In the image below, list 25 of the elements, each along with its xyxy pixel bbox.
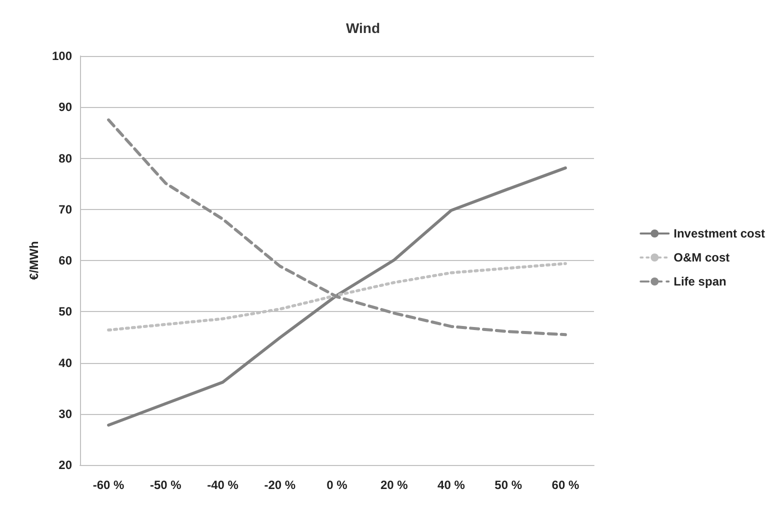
x-tick-label: 60 %: [552, 478, 580, 492]
chart-title: Wind: [346, 20, 380, 36]
legend-label: O&M cost: [674, 250, 730, 264]
y-tick-label: 90: [58, 100, 72, 114]
y-tick-label: 100: [52, 49, 72, 63]
x-tick-label: -60 %: [92, 478, 125, 492]
y-tick-label: 50: [58, 304, 72, 319]
y-axis-title: €/MWh: [27, 241, 41, 280]
y-tick-label: 80: [58, 151, 72, 166]
line-series: [107, 166, 567, 427]
x-tick-label: 20 %: [380, 478, 408, 492]
legend-label: Investment cost: [674, 226, 766, 240]
y-tick-label: 30: [58, 406, 72, 421]
y-tick-label: 40: [58, 356, 72, 370]
line-series: [107, 118, 567, 336]
x-tick-label: 0 %: [326, 478, 348, 492]
y-tick-label: 70: [58, 202, 72, 216]
x-tick-label: -20 %: [264, 478, 296, 492]
x-tick-label: -40 %: [207, 478, 239, 492]
x-tick-label: -50 %: [150, 478, 182, 492]
y-tick-label: 20: [58, 458, 72, 472]
x-tick-label: 50 %: [494, 478, 522, 492]
y-tick-label: 60: [58, 254, 72, 268]
x-tick-label: 40 %: [438, 478, 466, 492]
legend-label: Life span: [674, 274, 726, 288]
